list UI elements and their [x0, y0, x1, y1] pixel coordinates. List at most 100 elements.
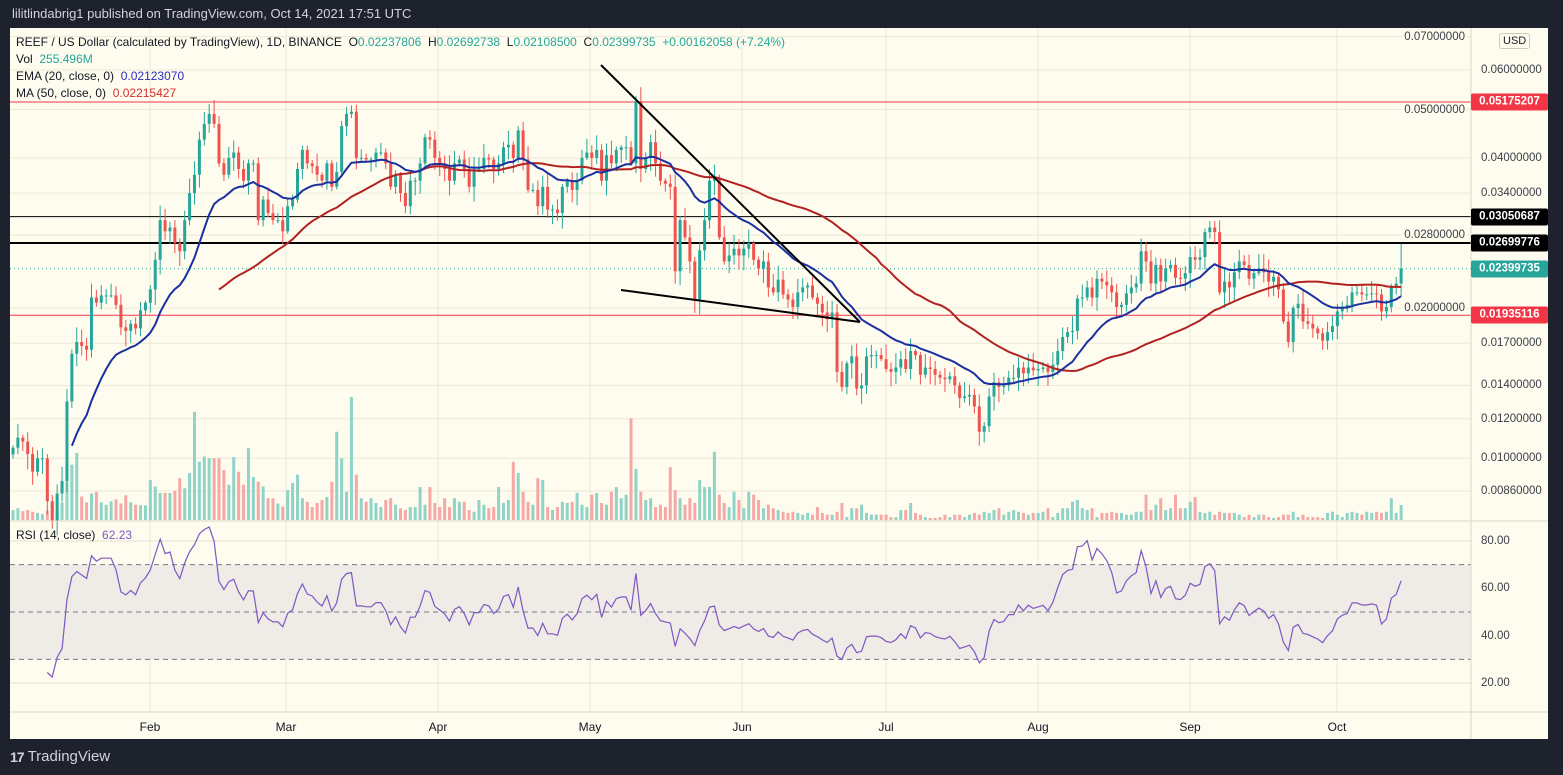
volume-bar	[840, 502, 844, 520]
currency-badge[interactable]: USD	[1499, 33, 1531, 49]
candle-body	[418, 163, 422, 181]
volume-bar	[36, 512, 40, 520]
candle-body	[438, 157, 442, 164]
ema-value: 0.02123070	[120, 69, 185, 83]
volume-bar	[781, 511, 785, 520]
price-level-badge[interactable]: 0.02399735	[1471, 260, 1548, 278]
price-level-badge[interactable]: 0.05175207	[1471, 93, 1548, 111]
ma-legend[interactable]: MA (50, close, 0) 0.02215427	[16, 86, 176, 100]
price-level-badge[interactable]: 0.03050687	[1471, 208, 1548, 226]
candle-body	[295, 168, 299, 200]
candle-body	[163, 220, 167, 232]
volume-bar	[688, 498, 692, 520]
candle-body	[1291, 308, 1295, 343]
candle-body	[423, 137, 427, 164]
volume-bar	[757, 500, 761, 520]
symbol-legend: REEF / US Dollar (calculated by TradingV…	[16, 35, 785, 49]
volume-bar	[511, 461, 515, 520]
volume-bar	[570, 501, 574, 520]
ema-legend[interactable]: EMA (20, close, 0) 0.02123070	[16, 69, 184, 83]
candle-body	[237, 152, 241, 169]
volume-bar	[70, 464, 74, 520]
volume-bar	[1173, 494, 1177, 520]
candle-body	[188, 193, 192, 221]
candle-body	[134, 323, 138, 329]
x-tick-may: May	[578, 720, 602, 734]
price-tick-label: 0.00860000	[1481, 484, 1542, 497]
candle-body	[717, 177, 721, 238]
candle-body	[99, 295, 103, 303]
candle-body	[11, 447, 15, 455]
rsi-legend[interactable]: RSI (14, close) 62.23	[16, 528, 132, 542]
candle-body	[1340, 306, 1344, 312]
volume-bar	[526, 501, 530, 520]
volume-bar	[516, 472, 520, 520]
x-tick-oct: Oct	[1327, 720, 1347, 734]
candle-body	[408, 180, 412, 207]
candle-body	[1026, 367, 1030, 374]
volume-bar	[1242, 517, 1246, 520]
volume-bar	[967, 514, 971, 520]
price-level-badge[interactable]: 0.02699776	[1471, 234, 1548, 252]
volume-bar	[1257, 514, 1261, 520]
candle-body	[771, 287, 775, 293]
candle-body	[1002, 385, 1006, 387]
volume-bar	[693, 502, 697, 520]
volume-bar	[1105, 512, 1109, 520]
candle-body	[1389, 287, 1393, 307]
candle-body	[668, 183, 672, 187]
candle-body	[1203, 232, 1207, 258]
candle-body	[1061, 337, 1065, 352]
volume-bar	[408, 507, 412, 520]
volume-bar	[1223, 512, 1227, 520]
candle-body	[305, 149, 309, 164]
volume-bar	[124, 495, 128, 520]
candle-body	[511, 144, 515, 158]
volume-bar	[894, 517, 898, 520]
candle-body	[256, 163, 260, 221]
candle-body	[801, 287, 805, 293]
volume-bar	[845, 517, 849, 520]
candle-body	[1173, 264, 1177, 278]
volume-bar	[747, 491, 751, 520]
candle-body	[1232, 272, 1236, 288]
candle-body	[663, 180, 667, 184]
volume-bar	[104, 504, 108, 520]
volume-bar	[266, 498, 270, 520]
candle-body	[811, 285, 815, 298]
candle-body	[345, 113, 349, 127]
candle-body	[1090, 287, 1094, 298]
candle-body	[1169, 264, 1173, 269]
volume-bar	[1031, 512, 1035, 520]
price-tick-label: 0.01700000	[1481, 337, 1542, 350]
candle-body	[1120, 304, 1124, 307]
candle-body	[89, 297, 93, 350]
volume-bar	[1051, 517, 1055, 520]
volume-bar	[1301, 514, 1305, 520]
volume-bar	[281, 506, 285, 520]
volume-bar	[1007, 511, 1011, 520]
volume-label: Vol	[16, 52, 33, 66]
candle-body	[761, 261, 765, 269]
candle-body	[1355, 292, 1359, 294]
candle-body	[114, 295, 118, 305]
candle-body	[276, 220, 280, 222]
price-level-badge[interactable]: 0.01935116	[1471, 306, 1548, 324]
volume-bar	[423, 504, 427, 520]
x-tick-mar: Mar	[275, 720, 297, 734]
horizontal-levels	[10, 101, 1471, 316]
candle-body	[1218, 232, 1222, 293]
candle-body	[654, 142, 658, 164]
tradingview-footer[interactable]: 17 TradingView	[10, 748, 110, 765]
volume-bar	[1316, 517, 1320, 520]
volume-bar	[1340, 517, 1344, 520]
x-tick-feb: Feb	[139, 720, 161, 734]
volume-bar	[766, 504, 770, 520]
volume-bar	[276, 503, 280, 520]
candle-body	[918, 355, 922, 375]
candle-body	[1193, 257, 1197, 260]
candle-body	[477, 168, 481, 170]
candle-body	[16, 437, 20, 448]
volume-bar	[649, 498, 653, 520]
